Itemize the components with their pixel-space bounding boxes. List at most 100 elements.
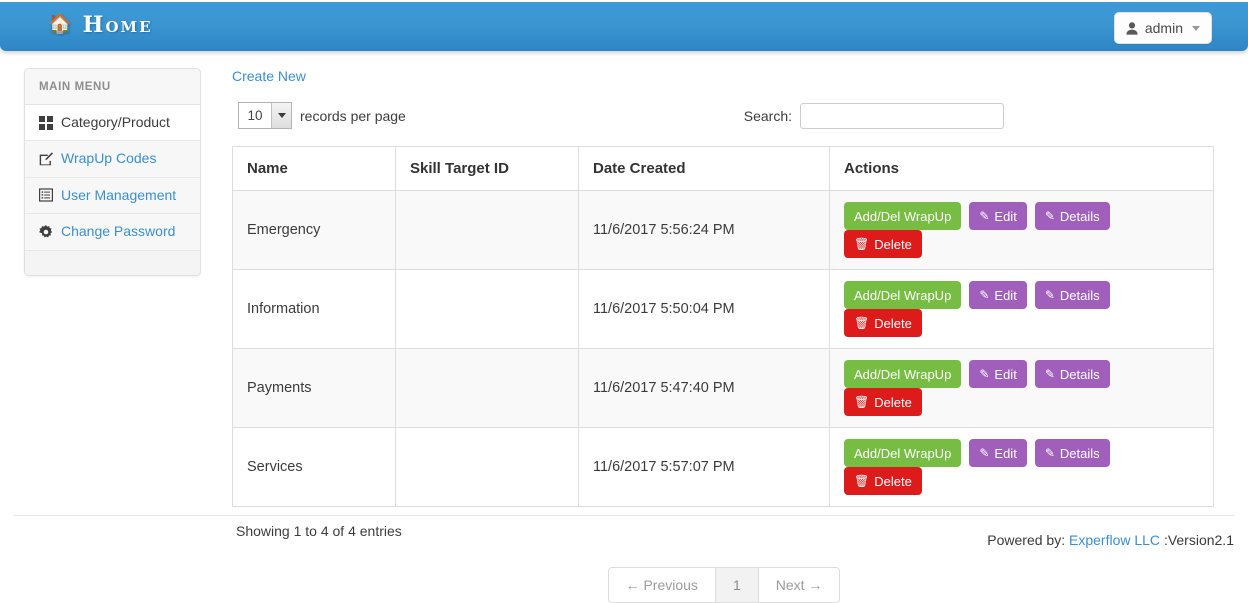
- cell-name: Emergency: [232, 190, 396, 270]
- table-controls: 10 records per page Search:: [232, 102, 1216, 136]
- button-label: Add/Del WrapUp: [854, 208, 952, 224]
- grid-icon: [38, 115, 53, 130]
- column-header-name[interactable]: Name: [232, 146, 396, 191]
- sidebar-item-label: Category/Product: [61, 114, 170, 130]
- footer-suffix: :Version2.1: [1163, 532, 1234, 548]
- cell-name: Payments: [232, 348, 396, 428]
- records-table: Name Skill Target ID Date Created Action…: [232, 146, 1214, 507]
- sidebar-item-label: User Management: [61, 186, 177, 203]
- details-button[interactable]: ✎ Details: [1034, 439, 1110, 467]
- pencil-square-icon: ✎: [1044, 367, 1055, 381]
- sidebar-footer: [25, 250, 200, 275]
- search-input[interactable]: [800, 103, 1004, 129]
- records-per-page-label: records per page: [300, 107, 406, 124]
- button-label: Delete: [874, 236, 912, 252]
- brand-home-link[interactable]: 🏠 Home: [48, 12, 153, 38]
- table-row: Information 11/6/2017 5:50:04 PM Add/Del…: [232, 269, 1214, 349]
- button-label: Add/Del WrapUp: [854, 366, 952, 382]
- user-icon: [1126, 21, 1138, 35]
- column-header-skill-id[interactable]: Skill Target ID: [395, 146, 579, 191]
- trash-icon: 🗑: [854, 237, 870, 251]
- cell-date-created: 11/6/2017 5:47:40 PM: [578, 348, 830, 428]
- pencil-square-icon: ✎: [1044, 209, 1055, 223]
- create-new-link[interactable]: Create New: [232, 68, 306, 84]
- sidebar-heading: MAIN MENU: [25, 69, 200, 105]
- button-label: Edit: [994, 445, 1017, 461]
- search-group: Search:: [744, 103, 1004, 129]
- column-header-actions[interactable]: Actions: [829, 146, 1214, 191]
- records-per-page-group: 10 records per page: [238, 102, 406, 129]
- delete-button[interactable]: 🗑 Delete: [844, 309, 922, 337]
- details-button[interactable]: ✎ Details: [1034, 202, 1110, 230]
- pencil-square-icon: ✎: [979, 446, 990, 460]
- table-head: Name Skill Target ID Date Created Action…: [232, 146, 1214, 191]
- footer-vendor-link[interactable]: Experflow LLC: [1069, 532, 1161, 548]
- cell-name: Services: [232, 427, 396, 507]
- details-button[interactable]: ✎ Details: [1034, 360, 1110, 388]
- pencil-square-icon: ✎: [1044, 446, 1055, 460]
- chevron-down-icon: [271, 103, 291, 128]
- button-label: Details: [1059, 445, 1100, 461]
- pagination-previous[interactable]: ← Previous: [608, 568, 716, 602]
- edit-button[interactable]: ✎ Edit: [969, 281, 1027, 309]
- delete-button[interactable]: 🗑 Delete: [844, 467, 922, 495]
- button-label: Delete: [874, 394, 912, 410]
- user-menu-label: admin: [1144, 20, 1183, 36]
- pencil-square-icon: ✎: [979, 209, 990, 223]
- table-body: Emergency 11/6/2017 5:56:24 PM Add/Del W…: [232, 190, 1214, 507]
- caret-down-icon: [1192, 25, 1200, 31]
- sidebar-item-wrapup-codes[interactable]: WrapUp Codes: [25, 141, 200, 178]
- home-icon: 🏠: [48, 12, 74, 35]
- column-header-date[interactable]: Date Created: [578, 146, 830, 191]
- button-label: Add/Del WrapUp: [854, 287, 952, 303]
- sidebar-panel: MAIN MENU Category/Product WrapUp Codes: [24, 68, 201, 276]
- footer: Powered by: Experflow LLC :Version2.1: [987, 532, 1234, 548]
- button-label: Details: [1059, 208, 1100, 224]
- edit-button[interactable]: ✎ Edit: [969, 360, 1027, 388]
- button-label: Delete: [874, 315, 912, 331]
- pencil-square-icon: [38, 152, 53, 166]
- button-label: Add/Del WrapUp: [854, 445, 952, 461]
- add-del-wrapup-button[interactable]: Add/Del WrapUp: [844, 439, 962, 467]
- button-label: Edit: [994, 208, 1017, 224]
- pagination: ← Previous 1 Next →: [232, 567, 1216, 603]
- sidebar-item-label: WrapUp Codes: [61, 150, 157, 167]
- cell-date-created: 11/6/2017 5:57:07 PM: [578, 427, 830, 507]
- button-label: Edit: [994, 287, 1017, 303]
- delete-button[interactable]: 🗑 Delete: [844, 230, 922, 258]
- pencil-square-icon: ✎: [979, 288, 990, 302]
- table-info: Showing 1 to 4 of 4 entries: [236, 523, 402, 539]
- main-content: Create New 10 records per page Search: N…: [232, 68, 1216, 603]
- sidebar-item-user-management[interactable]: User Management: [25, 177, 200, 215]
- button-label: Details: [1059, 287, 1100, 303]
- edit-button[interactable]: ✎ Edit: [969, 439, 1027, 467]
- sidebar-item-category-product[interactable]: Category/Product: [25, 105, 200, 142]
- user-menu-button[interactable]: admin: [1113, 12, 1212, 44]
- top-navbar: 🏠 Home admin: [0, 0, 1248, 51]
- pencil-square-icon: ✎: [1044, 288, 1055, 302]
- cell-date-created: 11/6/2017 5:56:24 PM: [578, 190, 830, 270]
- add-del-wrapup-button[interactable]: Add/Del WrapUp: [844, 360, 962, 388]
- list-alt-icon: [38, 188, 53, 203]
- search-label: Search:: [743, 108, 792, 124]
- details-button[interactable]: ✎ Details: [1034, 281, 1110, 309]
- sidebar-item-label: Change Password: [61, 223, 176, 240]
- edit-button[interactable]: ✎ Edit: [969, 202, 1027, 230]
- sidebar-item-change-password[interactable]: Change Password: [25, 214, 200, 251]
- delete-button[interactable]: 🗑 Delete: [844, 388, 922, 416]
- cell-actions: Add/Del WrapUp ✎ Edit ✎ Details 🗑 Delete: [829, 427, 1214, 507]
- pagination-page-1[interactable]: 1: [715, 568, 759, 602]
- cell-skill-id: [395, 269, 579, 349]
- table-row: Payments 11/6/2017 5:47:40 PM Add/Del Wr…: [232, 348, 1214, 428]
- button-label: Details: [1059, 366, 1100, 382]
- pagination-next[interactable]: Next →: [758, 568, 840, 602]
- cell-actions: Add/Del WrapUp ✎ Edit ✎ Details 🗑 Delete: [829, 348, 1214, 428]
- add-del-wrapup-button[interactable]: Add/Del WrapUp: [844, 202, 962, 230]
- cell-skill-id: [395, 427, 579, 507]
- records-per-page-value: 10: [247, 108, 263, 123]
- cell-date-created: 11/6/2017 5:50:04 PM: [578, 269, 830, 349]
- button-label: Edit: [994, 366, 1017, 382]
- add-del-wrapup-button[interactable]: Add/Del WrapUp: [844, 281, 962, 309]
- records-per-page-select[interactable]: 10: [238, 102, 292, 129]
- cell-skill-id: [395, 190, 579, 270]
